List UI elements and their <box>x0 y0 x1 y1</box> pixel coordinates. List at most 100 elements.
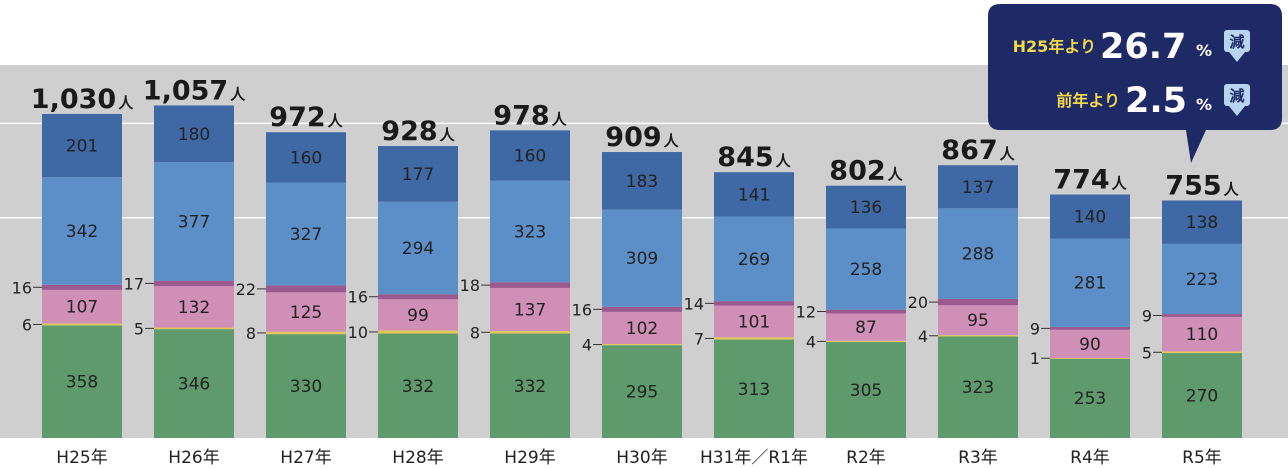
segment-label-blue: 269 <box>738 250 770 270</box>
segment-label-green: 305 <box>850 381 882 401</box>
bar-segment-blue <box>1050 238 1130 327</box>
segment-label-pink: 101 <box>738 312 770 332</box>
segment-label-pink: 125 <box>290 303 322 323</box>
segment-label-green: 295 <box>626 383 658 403</box>
total-label: 928 人 <box>381 116 455 147</box>
down-arrow-icon <box>1229 106 1245 116</box>
bar-segment-blue <box>938 208 1018 299</box>
bar-segment-navy <box>1050 194 1130 239</box>
bar-segment-green <box>154 329 234 438</box>
segment-label-pink: 110 <box>1186 325 1218 345</box>
bar-segment-navy <box>378 146 458 202</box>
segment-label-navy: 180 <box>178 125 210 145</box>
side-label-yellow: 8 <box>470 323 480 342</box>
segment-label-navy: 140 <box>1074 208 1106 228</box>
side-label-purple: 18 <box>460 276 480 295</box>
segment-label-green: 313 <box>738 380 770 400</box>
bar-segment-yellow <box>938 335 1018 337</box>
bar-segment-purple <box>154 280 234 287</box>
callout-line1-unit: % <box>1196 41 1212 60</box>
segment-label-blue: 323 <box>514 222 546 242</box>
bar-segment-purple <box>378 294 458 300</box>
segment-label-blue: 377 <box>178 212 210 232</box>
side-label-yellow: 5 <box>1142 343 1152 362</box>
decrease-badge-icon <box>1224 84 1250 106</box>
side-label-purple: 9 <box>1142 306 1152 325</box>
bar-segment-pink <box>602 311 682 344</box>
bar-segment-green <box>1162 353 1242 438</box>
bar-segment-purple <box>490 282 570 288</box>
total-label: 755 人 <box>1165 170 1239 201</box>
total-label: 1,030 人 <box>31 84 134 115</box>
category-label: R4年 <box>1070 448 1110 468</box>
bar-segment-yellow <box>1050 358 1130 359</box>
segment-label-navy: 160 <box>290 148 322 168</box>
segment-label-navy: 136 <box>850 198 882 218</box>
side-label-purple: 16 <box>12 278 32 297</box>
bar-segment-purple <box>938 298 1018 306</box>
decrease-badge-2: 減 <box>1224 84 1250 116</box>
bar-segment-green <box>938 336 1018 438</box>
side-label-yellow: 7 <box>694 329 704 348</box>
bar-segment-navy <box>938 165 1018 209</box>
bar-segment-green <box>378 333 458 438</box>
bar-segment-green <box>602 345 682 438</box>
bar-segment-yellow <box>42 323 122 326</box>
bar-segment-purple <box>1050 326 1130 330</box>
decrease-badge-1: 減 <box>1224 30 1250 62</box>
segment-label-blue: 342 <box>66 222 98 242</box>
bar-segment-green <box>42 325 122 438</box>
bar-segment-yellow <box>378 330 458 334</box>
callout-line1-value: 26.7 <box>1100 27 1186 67</box>
segment-label-navy: 138 <box>1186 213 1218 233</box>
bar-segment-navy <box>826 185 906 229</box>
segment-label-blue: 294 <box>402 239 434 259</box>
side-label-yellow: 10 <box>348 323 368 342</box>
bar-segment-pink <box>938 305 1018 336</box>
bar-segment-pink <box>378 299 458 331</box>
bar-segment-green <box>1050 358 1130 438</box>
bar-segment-blue <box>714 216 794 302</box>
segment-label-pink: 137 <box>514 300 546 320</box>
bar-segment-purple <box>826 309 906 314</box>
bar-segment-blue <box>42 177 122 285</box>
category-label: R3年 <box>958 448 998 468</box>
bar-segment-blue <box>602 209 682 307</box>
bar-segment-pink <box>42 289 122 324</box>
bar-segment-navy <box>42 113 122 178</box>
segment-label-navy: 141 <box>738 185 770 205</box>
bar-segment-purple <box>42 284 122 290</box>
side-label-yellow: 1 <box>1030 349 1040 368</box>
bar-segment-green <box>266 334 346 438</box>
segment-label-green: 332 <box>402 377 434 397</box>
bar-segment-pink <box>1050 329 1130 359</box>
segment-label-pink: 87 <box>855 318 877 338</box>
category-label: H29年 <box>504 448 555 468</box>
category-label: H31年／R1年 <box>700 448 808 468</box>
callout-box <box>988 4 1282 163</box>
bar-segment-navy <box>1162 200 1242 244</box>
segment-label-blue: 309 <box>626 249 658 269</box>
segment-label-pink: 90 <box>1079 335 1101 355</box>
side-label-purple: 22 <box>236 280 256 299</box>
bar-segment-blue <box>266 182 346 286</box>
segment-label-pink: 102 <box>626 319 658 339</box>
total-label: 774 人 <box>1053 164 1127 195</box>
side-label-purple: 16 <box>572 300 592 319</box>
category-label: H25年 <box>56 448 107 468</box>
total-label: 972 人 <box>269 102 343 133</box>
bar-segment-navy <box>266 132 346 183</box>
segment-label-pink: 99 <box>407 306 429 326</box>
bar-segment-purple <box>602 306 682 312</box>
callout-line2-unit: % <box>1196 95 1212 114</box>
segment-label-green: 253 <box>1074 389 1106 409</box>
bar-segment-purple <box>714 301 794 306</box>
bar-segment-blue <box>1162 243 1242 315</box>
bar-segment-yellow <box>826 340 906 343</box>
side-label-purple: 17 <box>124 274 144 293</box>
category-label: H30年 <box>616 448 667 468</box>
bar-segment-blue <box>154 162 234 281</box>
segment-label-pink: 132 <box>178 298 210 318</box>
total-label: 1,057 人 <box>143 75 246 106</box>
